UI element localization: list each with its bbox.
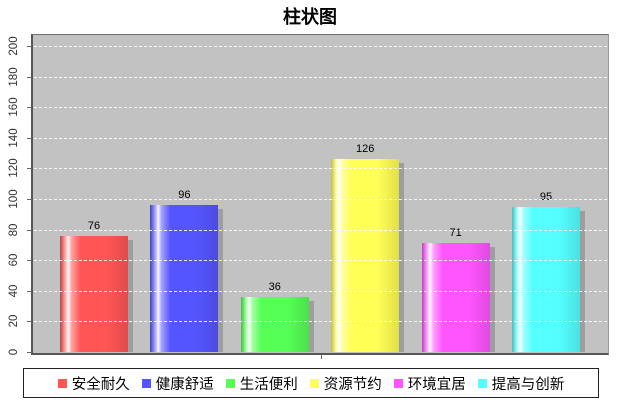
legend-item-label: 环境宜居 [407, 376, 466, 393]
legend-item-label: 资源节约 [323, 376, 382, 393]
legend-item-资源节约: 资源节约 [309, 373, 382, 394]
bar-健康舒适 [150, 205, 218, 352]
gridline-80 [34, 229, 607, 231]
bar-value-资源节约: 126 [356, 143, 375, 156]
gridline-60 [34, 260, 607, 262]
y-axis-label-60: 60 [8, 253, 20, 267]
legend-item-label: 健康舒适 [155, 376, 214, 393]
y-axis-label-100: 100 [8, 189, 20, 209]
legend-swatch-icon [225, 378, 235, 388]
legend-swatch-icon [57, 378, 67, 388]
legend-swatch-icon [477, 378, 487, 388]
y-axis-tick-60 [27, 260, 32, 262]
bar-value-健康舒适: 96 [178, 189, 191, 202]
bar-安全耐久 [60, 235, 128, 352]
bar-环境宜居 [422, 243, 490, 352]
gridline-140 [34, 137, 607, 139]
legend-item-label: 安全耐久 [71, 376, 130, 393]
y-axis-label-0: 0 [8, 348, 20, 356]
bar-生活便利 [241, 296, 309, 352]
legend: 安全耐久 健康舒适 生活便利 资源节约 环境宜居 提高与创新 [23, 368, 599, 398]
y-axis-tick-200 [27, 46, 32, 47]
legend-swatch-icon [393, 378, 403, 388]
legend-item-生活便利: 生活便利 [225, 373, 298, 394]
y-axis-tick-0 [27, 352, 32, 353]
y-axis-tick-160 [27, 107, 32, 109]
y-axis-label-120: 120 [8, 158, 20, 178]
bar-value-提高与创新: 95 [539, 190, 553, 203]
gridline-200 [34, 46, 607, 47]
bar-value-生活便利: 36 [268, 280, 281, 293]
y-axis-tick-40 [27, 290, 32, 292]
bar-value-安全耐久: 76 [87, 219, 101, 232]
bar-提高与创新 [512, 206, 580, 352]
y-axis-tick-180 [27, 76, 32, 78]
y-axis-label-140: 140 [8, 128, 20, 148]
legend-swatch-icon [141, 378, 151, 388]
legend-item-label: 生活便利 [239, 376, 298, 393]
legend-swatch-icon [309, 378, 319, 388]
gridline-40 [34, 290, 607, 292]
gridline-160 [34, 107, 607, 109]
legend-item-安全耐久: 安全耐久 [57, 373, 130, 394]
gridline-20 [34, 321, 607, 323]
y-axis-tick-20 [27, 321, 32, 323]
legend-item-环境宜居: 环境宜居 [393, 373, 466, 394]
bar-资源节约 [331, 159, 399, 352]
y-axis-tick-120 [27, 168, 32, 170]
y-axis-tick-80 [27, 229, 32, 231]
y-axis-label-40: 40 [8, 284, 20, 298]
gridline-100 [34, 199, 607, 200]
y-axis-label-180: 180 [8, 67, 20, 87]
y-axis-tick-140 [27, 137, 32, 139]
y-axis-tick-100 [27, 199, 32, 200]
legend-item-提高与创新: 提高与创新 [477, 373, 565, 394]
gridline-120 [34, 168, 607, 170]
legend-item-label: 提高与创新 [491, 376, 565, 393]
y-axis-label-200: 200 [8, 36, 20, 56]
chart-title: 柱状图 [283, 7, 337, 27]
y-axis-label-80: 80 [8, 223, 20, 236]
y-axis-label-20: 20 [8, 315, 20, 328]
y-axis-label-160: 160 [8, 97, 20, 117]
gridline-180 [34, 76, 607, 78]
legend-item-健康舒适: 健康舒适 [141, 373, 214, 394]
x-axis-tick [321, 355, 322, 359]
